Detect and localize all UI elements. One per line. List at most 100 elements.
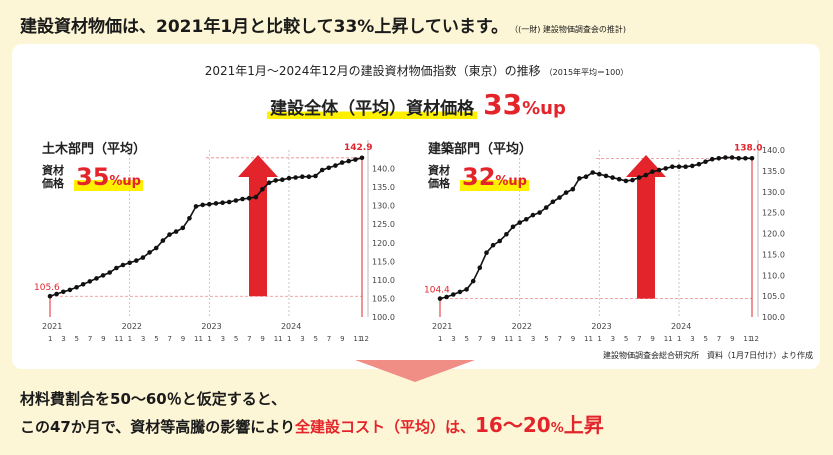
building-year-label: 2021	[432, 322, 452, 331]
civil-point	[173, 229, 179, 234]
civil-point	[180, 225, 186, 231]
civil-point	[326, 165, 332, 171]
civil-point	[220, 200, 225, 205]
civil-month-label: 3	[61, 335, 65, 343]
civil-month-label: 5	[75, 335, 79, 343]
building-month-label: 11	[743, 335, 752, 343]
building-point	[723, 155, 728, 160]
building-point	[490, 242, 496, 248]
civil-month-label: 9	[101, 335, 105, 343]
building-month-label: 11	[504, 335, 513, 343]
civil-y-tick-label: 125.0	[372, 220, 395, 229]
building-point	[537, 210, 542, 215]
civil-point	[187, 216, 192, 221]
chart-panel	[12, 44, 820, 369]
building-badge-line1: 資材	[428, 164, 450, 177]
civil-point	[346, 158, 352, 164]
chart-title-text: 2021年1月～2024年12月の建設資材物価指数（東京）の推移	[204, 64, 541, 78]
building-point	[477, 265, 483, 271]
building-point	[683, 164, 688, 169]
civil-point	[47, 293, 53, 299]
civil-point	[260, 187, 265, 192]
building-point	[650, 169, 655, 174]
civil-month-label: 1	[128, 335, 132, 343]
building-point	[597, 171, 602, 177]
building-point	[577, 176, 582, 181]
civil-badge: 35%up	[74, 163, 143, 191]
civil-label-block: 土木部門（平均） 資材 価格 35%up	[42, 138, 146, 191]
civil-month-label: 3	[300, 335, 304, 343]
building-y-tick-label: 125.0	[762, 209, 785, 218]
civil-point	[134, 258, 139, 263]
building-month-label: 5	[465, 335, 469, 343]
building-month-label: 7	[557, 335, 561, 343]
building-month-label: 9	[730, 335, 734, 343]
building-y-tick-label: 135.0	[762, 167, 785, 176]
civil-month-label: 5	[154, 335, 158, 343]
civil-up-arrow-icon	[238, 155, 278, 297]
source-note: 建設物価調査会総合研究所 資料（1月7日付け）より作成	[602, 351, 813, 360]
footer-line2f: 上昇	[563, 413, 604, 437]
civil-point	[67, 287, 73, 293]
civil-year-label: 2021	[42, 322, 62, 331]
civil-point	[120, 262, 126, 268]
building-point	[729, 155, 735, 160]
building-start-label: 104.4	[424, 286, 450, 296]
down-arrow-icon	[355, 360, 475, 382]
building-month-label: 11	[664, 335, 673, 343]
building-point	[464, 287, 469, 292]
building-month-label: 12	[750, 335, 759, 343]
civil-month-label: 9	[340, 335, 344, 343]
building-point	[676, 164, 682, 169]
civil-month-label: 5	[314, 335, 318, 343]
civil-start-label: 105.6	[34, 283, 60, 293]
civil-month-label: 7	[327, 335, 331, 343]
civil-point	[319, 167, 325, 173]
civil-point	[80, 282, 86, 287]
building-point	[610, 175, 615, 180]
building-point	[451, 292, 456, 297]
building-end-label: 138.0	[734, 143, 762, 153]
civil-point	[114, 265, 119, 271]
building-point	[696, 161, 702, 167]
building-point	[643, 172, 649, 178]
civil-month-label: 3	[141, 335, 145, 343]
civil-badge-pct: 35	[76, 163, 110, 191]
building-point	[616, 176, 622, 182]
building-point	[656, 167, 662, 173]
building-point	[543, 205, 549, 210]
building-point	[517, 220, 522, 225]
civil-y-tick-label: 135.0	[372, 183, 395, 192]
footer-line2b: 全建設コスト（平均）	[294, 418, 445, 436]
civil-y-tick-label: 110.0	[372, 276, 395, 285]
building-point	[550, 199, 556, 205]
building-year-label: 2022	[512, 322, 532, 331]
civil-point	[339, 160, 345, 165]
civil-title: 土木部門（平均）	[42, 142, 147, 157]
civil-month-label: 9	[181, 335, 185, 343]
building-point	[504, 232, 509, 237]
civil-point	[193, 204, 199, 209]
civil-point	[200, 202, 205, 208]
building-point	[570, 186, 576, 192]
civil-month-label: 11	[194, 335, 203, 343]
civil-y-tick-label: 130.0	[372, 202, 395, 211]
civil-point	[233, 198, 239, 203]
civil-month-label: 7	[88, 335, 92, 343]
civil-month-label: 5	[234, 335, 238, 343]
building-month-label: 1	[518, 335, 522, 343]
building-month-label: 3	[531, 335, 535, 343]
building-month-label: 3	[611, 335, 615, 343]
civil-y-tick-label: 105.0	[372, 294, 395, 303]
building-point	[590, 170, 595, 175]
civil-point	[61, 289, 66, 295]
building-point	[524, 217, 529, 222]
civil-month-label: 1	[207, 335, 211, 343]
civil-point	[87, 279, 93, 284]
building-title: 建築部門（平均）	[428, 142, 533, 157]
building-point	[470, 278, 476, 284]
footer-line2e: %	[550, 421, 564, 436]
civil-point	[94, 276, 99, 281]
footer-line2d: 16～20	[475, 413, 551, 437]
